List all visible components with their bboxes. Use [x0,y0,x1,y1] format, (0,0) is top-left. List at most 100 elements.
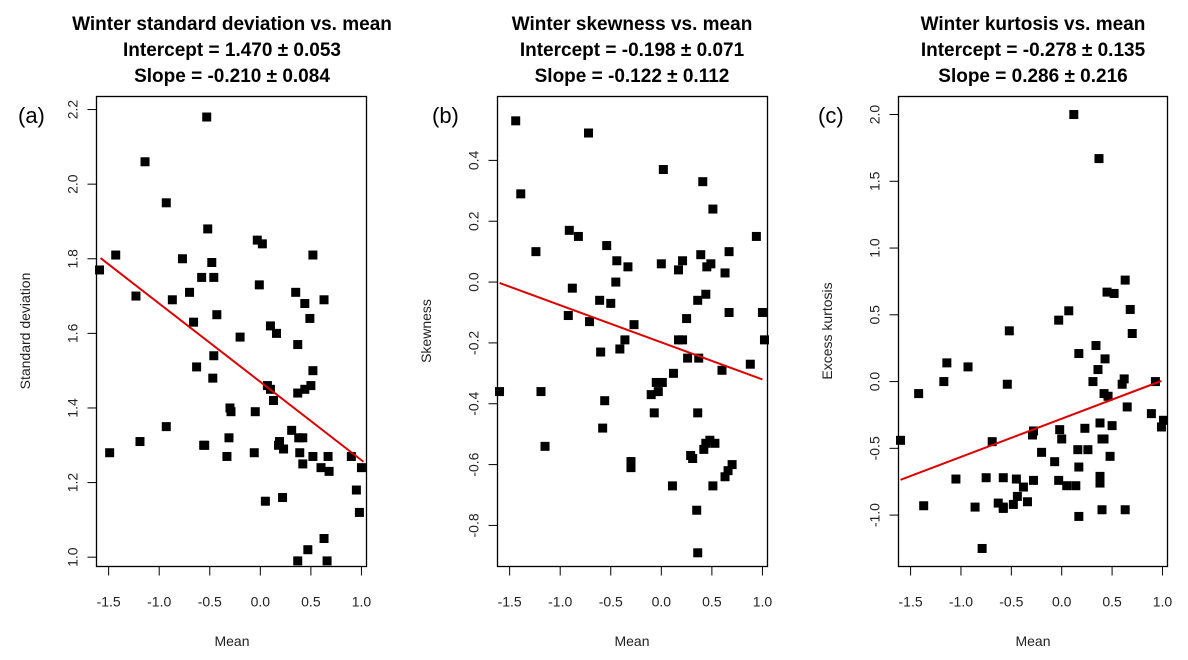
panel-a-point [254,280,264,290]
panel-a-point [209,272,219,282]
panel-b-ytick-label: -0.4 [466,391,482,415]
panel-a-point [275,437,285,447]
panel-c-point [998,473,1008,483]
panel-c-point [1099,434,1109,444]
panel-a-point [177,254,187,264]
panel-c-intercept: Intercept = -0.278 ± 0.135 [921,40,1146,61]
panel-c-frame [897,95,1169,568]
panel-a-point [161,422,171,432]
panel-a-point [300,384,310,394]
panel-c-ytick-label: 0.0 [867,372,883,392]
panel-c-xtick-label: -1.0 [949,594,973,610]
panel-b-xtick-label: 0.5 [702,594,722,610]
panel-c-point [1004,326,1014,336]
panel-b-ytick-label: 0.0 [466,272,482,292]
panel-a-point [324,466,334,476]
panel-c-point [1103,391,1113,401]
panel-a-point [252,235,262,245]
panel-c-fit-line [900,379,1162,481]
panel-c-point [1125,304,1135,314]
panel-a-point [293,340,303,350]
panel-b-label: (b) [432,103,459,128]
panel-b-xtick-label: 0.0 [652,594,672,610]
panel-a-point [278,492,288,502]
panel-b-point [567,283,577,293]
panel-b-point [536,387,546,397]
panel-c-slope: Slope = 0.286 ± 0.216 [938,66,1127,87]
panel-c-ytick-label: -1.0 [867,503,883,527]
panel-c-point [1064,306,1074,316]
panel-c-title: Winter kurtosis vs. mean [921,14,1146,35]
panel-b-point [708,481,718,491]
panel-c-point [1050,457,1060,467]
panel-a-point [346,451,356,461]
panel-c-point [1097,505,1107,515]
panel-a-point [257,239,267,249]
panel-b-point [606,298,616,308]
panel-a-point [111,250,121,260]
panel-b-point [674,265,684,275]
panel-b-point [694,353,704,363]
panel-c-point [1018,482,1028,492]
panel-a-ytick-label: 1.0 [65,547,81,567]
panel-b-point [656,259,666,269]
panel-a-label: (a) [18,103,45,128]
panel-c-point [1080,423,1090,433]
panel-b-point [620,335,630,345]
panel-c-point [1102,287,1112,297]
panel-b-point [511,116,521,126]
panel-a-point [203,224,213,234]
panel-a-point [105,448,115,458]
panel-b-point [598,423,608,433]
panel-c-point [1095,471,1105,481]
panel-b-slope: Slope = -0.122 ± 0.112 [535,66,730,87]
panel-b-point [653,387,663,397]
panel-a-xtick-label: 0.5 [301,594,321,610]
panel-a-point [197,272,207,282]
panel-b-point [701,438,711,448]
panel-a-point [303,545,313,555]
panel-c-point [1074,349,1084,359]
panel-b-point [757,307,767,317]
panel-c-point [987,437,997,447]
panel-c-point [1091,341,1101,351]
panel-b-point [612,256,622,266]
panel-a-point [161,198,171,208]
panel-c-point [942,358,952,368]
panel-a-xtick-label: -1.0 [147,594,171,610]
panel-c-point [939,377,949,387]
panel-b-point [626,463,636,473]
panel-b-point [600,396,610,406]
panel-b-point [516,189,526,199]
panel-c-point [1069,110,1079,120]
panel-b-point [720,268,730,278]
panel-c-point [1083,445,1093,455]
panel-a-point [293,556,303,566]
panel-c-point [1093,365,1103,375]
panel-a-point [135,437,145,447]
panel-b-ticks: -1.5 -1.0 -0.5 0.0 0.5 1.0 -0.8 -0.6 -0.4 -0.2 0.0… [466,95,772,610]
panel-b-point [596,347,606,357]
panel-c-xtick-label: 0.0 [1052,594,1072,610]
panel-a-point [308,366,318,376]
panel-b-point [646,390,656,400]
panel-a-ytick-label: 2.0 [65,174,81,194]
panel-b-point [708,204,718,214]
panel-b-point [623,262,633,272]
panel-b-point [699,444,709,454]
panel-b-point [626,457,636,467]
panel-c: Winter kurtosis vs. mean Intercept = -0.… [818,14,1172,649]
panel-b-point [693,408,703,418]
panel-a-point [305,313,315,323]
panel-b-ytick-label: -0.2 [466,331,482,355]
panel-b-intercept: Intercept = -0.198 ± 0.071 [520,40,745,61]
panel-b-xtick-label: -1.5 [498,594,522,610]
panel-b-frame [496,95,769,568]
panel-a-point [202,112,212,122]
panel-c-point [1062,481,1072,491]
panel-c-point [963,362,973,372]
panel-b-point [724,307,734,317]
panel-a-frame [95,95,368,568]
panel-c-ytick-label: 1.0 [867,238,883,258]
panel-a-point [249,448,259,458]
